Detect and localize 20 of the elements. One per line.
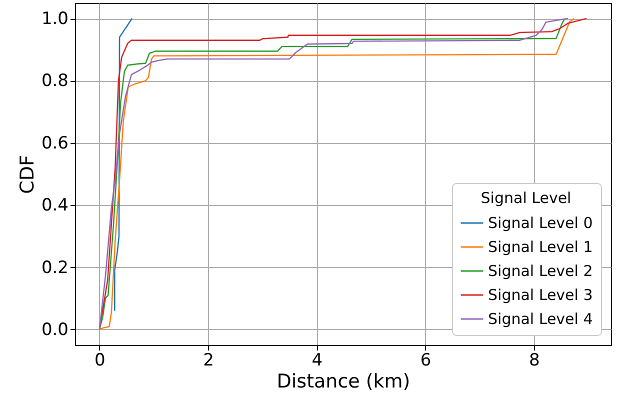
- legend-label: Signal Level 3: [488, 286, 593, 304]
- legend-title: Signal Level: [480, 189, 572, 207]
- x-tick-label: 0: [94, 350, 106, 370]
- x-tick-label: 6: [420, 350, 432, 370]
- y-axis-title: CDF: [16, 155, 38, 194]
- legend-label: Signal Level 2: [488, 262, 593, 280]
- x-tick-label: 8: [528, 350, 540, 370]
- legend-label: Signal Level 4: [488, 310, 593, 328]
- line-series: [114, 18, 133, 312]
- legend-label: Signal Level 0: [488, 214, 593, 232]
- y-tick-label: 1.0: [41, 9, 68, 30]
- y-tick-label: 0.6: [41, 133, 68, 154]
- x-axis-title: Distance (km): [276, 370, 410, 392]
- legend-label: Signal Level 1: [488, 238, 593, 256]
- y-tick-label: 0.2: [41, 258, 68, 278]
- y-tick-label: 0.4: [41, 196, 68, 216]
- y-tick-label: 0.8: [41, 71, 68, 92]
- y-tick-label: 0.0: [41, 320, 68, 340]
- x-tick-label: 4: [312, 350, 323, 370]
- x-tick-label: 2: [203, 350, 214, 370]
